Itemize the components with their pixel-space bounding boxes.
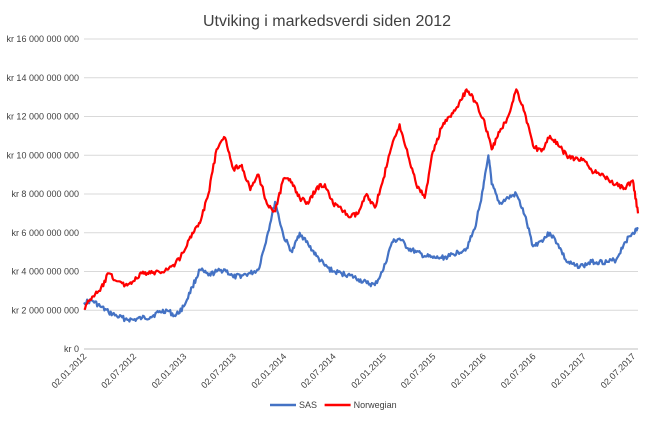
legend-label: SAS: [299, 400, 317, 410]
y-tick-label: kr 12 000 000 000: [6, 112, 79, 122]
y-tick-label: kr 2 000 000 000: [11, 305, 79, 315]
gridlines: [84, 38, 638, 311]
legend: SAS Norwegian: [270, 400, 397, 410]
x-axis-tick-labels: 02.01.2012 02.07.2012 02.01.2013 02.07.2013…: [49, 351, 637, 390]
y-tick-label: kr 16 000 000 000: [6, 34, 79, 44]
x-tick-label: 02.01.2016: [449, 351, 488, 390]
y-tick-label: kr 10 000 000 000: [6, 150, 79, 160]
x-tick-label: 02.07.2015: [399, 351, 438, 390]
chart-title: Utviking i markedsverdi siden 2012: [203, 13, 451, 30]
y-tick-label: kr 0: [64, 344, 79, 354]
series-line-sas: [83, 154, 639, 323]
x-tick-label: 02.01.2014: [249, 351, 288, 390]
y-tick-label: kr 4 000 000 000: [11, 267, 79, 277]
y-tick-label: kr 8 000 000 000: [11, 189, 79, 199]
series-lines: [83, 88, 640, 323]
y-tick-label: kr 6 000 000 000: [11, 228, 79, 238]
x-tick-label: 02.07.2017: [599, 351, 638, 390]
x-tick-label: 02.01.2017: [549, 351, 588, 390]
series-line-norwegian: [83, 88, 640, 310]
x-tick-label: 02.07.2014: [299, 351, 338, 390]
x-tick-label: 02.07.2016: [499, 351, 538, 390]
x-tick-label: 02.07.2013: [199, 351, 238, 390]
x-tick-label: 02.01.2015: [349, 351, 388, 390]
y-axis-tick-labels: kr 0 kr 2 000 000 000 kr 4 000 000 000 kr 6…: [6, 34, 79, 354]
y-tick-label: kr 14 000 000 000: [6, 73, 79, 83]
x-tick-label: 02.01.2013: [150, 351, 189, 390]
x-tick-label: 02.07.2012: [99, 351, 138, 390]
legend-label: Norwegian: [354, 400, 397, 410]
x-tick-label: 02.01.2012: [49, 351, 88, 390]
